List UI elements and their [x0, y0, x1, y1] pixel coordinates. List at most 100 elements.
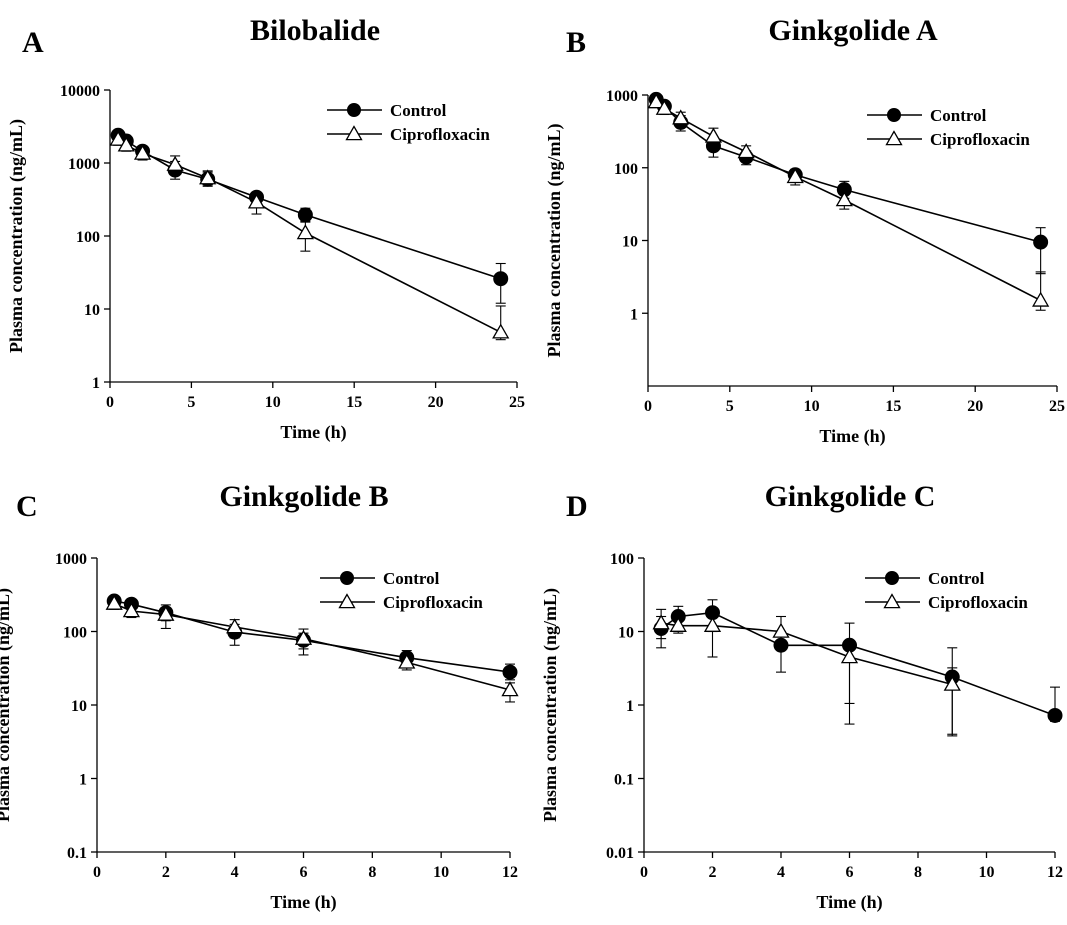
data-point-ciprofloxacin	[199, 169, 217, 185]
data-point-ciprofloxacin	[647, 93, 665, 109]
x-tick-label: 20	[967, 398, 983, 415]
data-point-ciprofloxacin	[943, 675, 961, 691]
legend-marker-ciprofloxacin	[338, 593, 356, 609]
data-point-ciprofloxacin	[737, 143, 755, 159]
y-tick-label: 100	[614, 161, 638, 178]
chart-panel-a: A Bilobalide 0 5 10 15 20 25 1 10 100 1000 10000 Time…	[6, 14, 525, 443]
data-point-ciprofloxacin	[122, 602, 141, 618]
data-point-ciprofloxacin	[166, 155, 184, 171]
x-tick-label: 10	[804, 398, 820, 415]
series-ciprofloxacin	[647, 93, 1050, 311]
legend-marker-control	[887, 108, 901, 122]
data-point-control	[1047, 707, 1063, 723]
series-ciprofloxacin	[105, 594, 519, 703]
data-point-control	[502, 664, 518, 680]
x-tick-label: 20	[428, 394, 444, 411]
y-tick-label: 0.1	[67, 845, 87, 862]
data-point-control	[493, 271, 509, 287]
y-tick-label: 1	[626, 698, 634, 715]
x-tick-label: 15	[346, 394, 362, 411]
series-ciprofloxacin	[109, 130, 510, 341]
data-point-ciprofloxacin	[1032, 291, 1050, 307]
series-control	[653, 599, 1063, 737]
data-point-ciprofloxacin	[294, 629, 313, 645]
legend: Control Ciprofloxacin	[327, 101, 490, 144]
y-tick-label: 1000	[55, 551, 87, 568]
x-tick-label: 8	[914, 864, 922, 881]
y-tick-label: 0.01	[606, 845, 634, 862]
panel-label: A	[22, 26, 44, 59]
x-tick-label: 2	[709, 864, 717, 881]
series-ciprofloxacin	[652, 608, 961, 735]
legend-label: Ciprofloxacin	[928, 593, 1028, 612]
data-point-ciprofloxacin	[840, 648, 859, 664]
y-tick-label: 10	[618, 625, 634, 642]
y-tick-label: 1000	[68, 156, 100, 173]
chart-panel-d: D Ginkgolide C 0 2 4 6 8 10 12 0.01 0.1 1 10 100 Time …	[540, 480, 1063, 913]
x-axis-label: Time (h)	[819, 426, 885, 447]
data-point-ciprofloxacin	[133, 144, 152, 160]
series-line	[660, 622, 953, 686]
x-tick-label: 5	[726, 398, 734, 415]
y-tick-label: 10	[622, 234, 638, 251]
x-tick-label: 15	[885, 398, 901, 415]
data-point-ciprofloxacin	[226, 618, 244, 634]
chart-panel-c: C Ginkgolide B 0 2 4 6 8 10 12 0.1 1 10 100 1000 Time …	[0, 480, 519, 913]
legend: Control Ciprofloxacin	[867, 106, 1030, 149]
series-line	[113, 602, 511, 691]
panel-label: B	[566, 26, 586, 59]
y-tick-label: 1000	[606, 88, 638, 105]
legend: Control Ciprofloxacin	[865, 569, 1028, 612]
y-axis-label: Plasma concentration (ng/mL)	[540, 588, 561, 822]
legend-marker-ciprofloxacin	[885, 130, 903, 146]
chart-title: Ginkgolide B	[219, 480, 388, 513]
panel-label: D	[566, 490, 588, 523]
series-control	[110, 127, 509, 304]
data-point-ciprofloxacin	[835, 191, 853, 207]
y-tick-label: 100	[610, 551, 634, 568]
x-tick-label: 0	[644, 398, 652, 415]
x-tick-label: 12	[1047, 864, 1063, 881]
x-tick-label: 10	[979, 864, 995, 881]
x-tick-label: 8	[368, 864, 376, 881]
x-tick-label: 4	[231, 864, 239, 881]
legend-label: Ciprofloxacin	[930, 130, 1030, 149]
x-tick-label: 12	[502, 864, 518, 881]
x-tick-label: 0	[640, 864, 648, 881]
x-axis-label: Time (h)	[816, 892, 882, 913]
data-point-ciprofloxacin	[703, 616, 722, 632]
error-bar	[1035, 227, 1046, 275]
data-point-ciprofloxacin	[492, 323, 510, 339]
x-tick-label: 25	[509, 394, 525, 411]
legend-marker-control	[340, 571, 354, 585]
legend-label: Control	[928, 569, 985, 588]
data-point-ciprofloxacin	[247, 193, 266, 209]
data-point-ciprofloxacin	[704, 127, 723, 143]
data-point-ciprofloxacin	[105, 594, 123, 610]
x-tick-label: 5	[187, 394, 195, 411]
data-point-ciprofloxacin	[786, 168, 804, 184]
x-axis-label: Time (h)	[270, 892, 336, 913]
x-axis-label: Time (h)	[280, 422, 346, 443]
data-point-ciprofloxacin	[157, 605, 175, 621]
chart-title: Ginkgolide A	[768, 14, 938, 47]
panel-label: C	[16, 490, 38, 523]
legend-marker-ciprofloxacin	[883, 593, 901, 609]
legend-marker-control	[885, 571, 899, 585]
y-tick-label: 100	[63, 625, 87, 642]
x-tick-label: 2	[162, 864, 170, 881]
x-tick-label: 0	[106, 394, 114, 411]
chart-title: Bilobalide	[250, 14, 380, 47]
data-point-ciprofloxacin	[398, 653, 416, 669]
y-axis-label: Plasma concentration (ng/mL)	[6, 119, 27, 353]
chart-panel-b: B Ginkgolide A 0 5 10 15 20 25 1 10 100 1000 Time (h…	[544, 14, 1065, 447]
y-tick-label: 1	[79, 772, 87, 789]
series-line	[660, 611, 1056, 717]
data-point-ciprofloxacin	[296, 224, 314, 240]
legend-marker-control	[347, 103, 361, 117]
series-control	[648, 91, 1049, 275]
data-point-ciprofloxacin	[652, 614, 670, 630]
y-tick-label: 0.1	[614, 772, 634, 789]
x-tick-label: 10	[265, 394, 281, 411]
